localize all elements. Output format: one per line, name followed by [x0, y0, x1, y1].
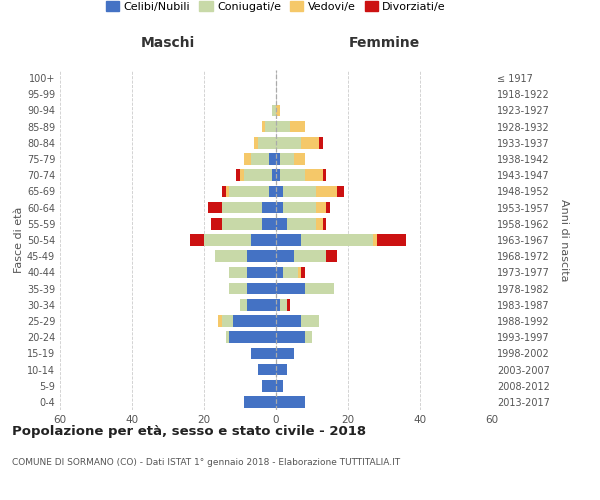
Bar [272, 104, 276, 117]
Bar [326, 250, 337, 262]
Bar [244, 153, 251, 165]
Bar [269, 186, 276, 198]
Y-axis label: Fasce di età: Fasce di età [14, 207, 24, 273]
Bar [251, 153, 269, 165]
Bar [276, 234, 301, 246]
Bar [229, 266, 247, 278]
Bar [226, 332, 229, 343]
Bar [276, 332, 305, 343]
Bar [247, 299, 276, 310]
Bar [276, 380, 283, 392]
Bar [323, 218, 326, 230]
Bar [301, 137, 319, 148]
Bar [276, 299, 280, 310]
Bar [240, 299, 247, 310]
Bar [262, 202, 276, 213]
Bar [301, 266, 305, 278]
Bar [337, 186, 344, 198]
Bar [233, 315, 276, 327]
Bar [236, 170, 240, 181]
Bar [276, 315, 301, 327]
Bar [319, 137, 323, 148]
Bar [276, 348, 294, 359]
Bar [316, 218, 323, 230]
Bar [240, 170, 244, 181]
Bar [262, 380, 276, 392]
Bar [262, 218, 276, 230]
Bar [269, 153, 276, 165]
Bar [229, 282, 247, 294]
Bar [215, 250, 247, 262]
Bar [222, 315, 233, 327]
Bar [373, 234, 377, 246]
Bar [272, 170, 276, 181]
Bar [280, 299, 287, 310]
Bar [276, 218, 287, 230]
Bar [276, 186, 283, 198]
Bar [316, 202, 326, 213]
Bar [276, 202, 283, 213]
Bar [251, 348, 276, 359]
Bar [280, 153, 294, 165]
Bar [258, 364, 276, 376]
Bar [276, 364, 287, 376]
Bar [254, 137, 258, 148]
Text: Maschi: Maschi [141, 36, 195, 50]
Bar [229, 332, 276, 343]
Text: COMUNE DI SORMANO (CO) - Dati ISTAT 1° gennaio 2018 - Elaborazione TUTTITALIA.IT: COMUNE DI SORMANO (CO) - Dati ISTAT 1° g… [12, 458, 400, 467]
Bar [226, 186, 229, 198]
Y-axis label: Anni di nascita: Anni di nascita [559, 198, 569, 281]
Bar [276, 250, 294, 262]
Bar [294, 250, 326, 262]
Bar [258, 137, 276, 148]
Legend: Celibi/Nubili, Coniugati/e, Vedovi/e, Divorziati/e: Celibi/Nubili, Coniugati/e, Vedovi/e, Di… [106, 1, 446, 11]
Bar [218, 315, 222, 327]
Bar [276, 104, 280, 117]
Bar [229, 186, 269, 198]
Text: Popolazione per età, sesso e stato civile - 2018: Popolazione per età, sesso e stato civil… [12, 425, 366, 438]
Bar [244, 396, 276, 407]
Bar [247, 266, 276, 278]
Bar [305, 282, 334, 294]
Text: Femmine: Femmine [349, 36, 419, 50]
Bar [251, 234, 276, 246]
Bar [247, 282, 276, 294]
Bar [204, 234, 251, 246]
Bar [247, 250, 276, 262]
Bar [283, 202, 316, 213]
Bar [326, 202, 330, 213]
Bar [262, 121, 265, 132]
Bar [294, 153, 305, 165]
Bar [244, 170, 272, 181]
Bar [276, 266, 283, 278]
Bar [287, 299, 290, 310]
Bar [323, 170, 326, 181]
Bar [276, 137, 301, 148]
Bar [305, 332, 312, 343]
Bar [301, 315, 319, 327]
Bar [222, 202, 262, 213]
Bar [208, 202, 222, 213]
Bar [290, 121, 305, 132]
Bar [305, 170, 323, 181]
Bar [276, 396, 305, 407]
Bar [222, 186, 226, 198]
Bar [276, 121, 290, 132]
Bar [276, 153, 280, 165]
Bar [276, 170, 280, 181]
Bar [190, 234, 204, 246]
Bar [377, 234, 406, 246]
Bar [298, 266, 301, 278]
Bar [280, 170, 305, 181]
Bar [276, 282, 305, 294]
Bar [265, 121, 276, 132]
Bar [287, 218, 316, 230]
Bar [301, 234, 373, 246]
Bar [316, 186, 337, 198]
Bar [283, 266, 298, 278]
Bar [283, 186, 316, 198]
Bar [222, 218, 262, 230]
Bar [211, 218, 222, 230]
